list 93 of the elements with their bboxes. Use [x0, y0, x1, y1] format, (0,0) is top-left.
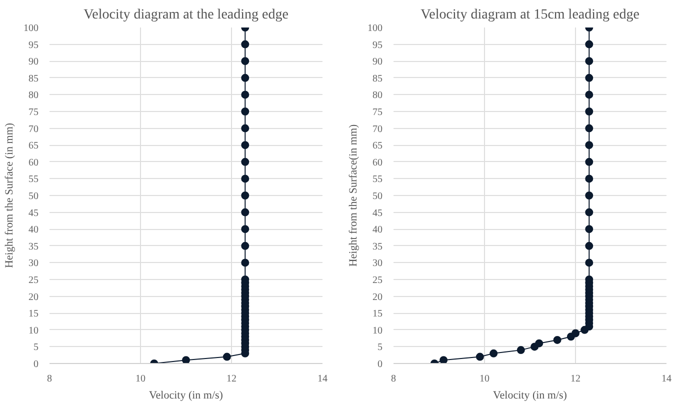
x-tick-label: 14: [662, 374, 672, 384]
y-tick-label: 65: [372, 140, 382, 152]
y-tick-label: 30: [28, 258, 38, 270]
point: [241, 174, 250, 183]
y-tick-label: 100: [368, 23, 382, 34]
y-tick-label: 40: [372, 224, 382, 236]
x-axis-title: Velocity (in m/s): [493, 390, 568, 402]
point: [241, 40, 250, 48]
y-tick-label: 80: [28, 90, 38, 102]
x-tick-label: 12: [570, 374, 580, 384]
y-tick-label: 100: [24, 23, 38, 34]
point: [585, 57, 594, 66]
point: [241, 158, 250, 166]
point: [182, 356, 190, 364]
point: [440, 356, 448, 364]
point: [241, 90, 250, 99]
y-tick-label: 45: [372, 208, 382, 219]
y-axis-title: Height from the Surface (in mm): [4, 122, 16, 268]
y-tick-label: 0: [378, 359, 382, 370]
y-tick-label: 55: [372, 174, 382, 186]
y-axis-title: Height from the Surface(in mm): [348, 124, 360, 267]
point: [585, 108, 594, 116]
y-tick-label: 95: [28, 40, 38, 51]
y-tick-label: 15: [28, 308, 38, 320]
point: [553, 336, 562, 344]
point: [585, 174, 594, 183]
point: [241, 225, 250, 234]
point: [585, 124, 594, 132]
point: [585, 90, 594, 99]
y-tick-label: 50: [372, 191, 382, 202]
point: [222, 352, 231, 361]
point: [241, 208, 250, 216]
point: [585, 74, 594, 82]
chart-title: Velocity diagram at the leading edge: [84, 8, 288, 22]
point: [241, 57, 250, 66]
y-tick-label: 25: [28, 275, 38, 286]
chart-title: Velocity diagram at 15cm leading edge: [420, 8, 640, 22]
point: [476, 352, 484, 361]
point: [585, 158, 594, 166]
y-tick-label: 40: [28, 224, 38, 236]
y-tick-label: 5: [378, 342, 382, 354]
x-tick-label: 8: [391, 374, 396, 384]
y-tick-label: 70: [372, 124, 382, 135]
y-tick-label: 35: [28, 241, 38, 252]
point: [241, 74, 250, 82]
y-tick-label: 75: [28, 107, 38, 118]
y-tick-label: 80: [372, 90, 382, 102]
x-axis-title: Velocity (in m/s): [149, 390, 224, 402]
point: [241, 141, 250, 150]
y-tick-label: 0: [34, 359, 38, 370]
point: [516, 346, 525, 354]
x-tick-label: 12: [226, 374, 236, 384]
point: [585, 258, 594, 267]
y-tick-label: 90: [28, 56, 38, 68]
x-tick-label: 10: [136, 374, 146, 384]
x-tick-label: 10: [480, 374, 490, 384]
y-tick-label: 15: [372, 308, 382, 320]
point: [241, 242, 250, 250]
point: [585, 192, 594, 200]
y-tick-label: 35: [372, 241, 382, 252]
y-tick-label: 10: [28, 325, 38, 336]
y-tick-label: 70: [28, 124, 38, 135]
y-tick-label: 65: [28, 140, 38, 152]
point: [241, 258, 250, 267]
point: [585, 208, 594, 216]
y-tick-label: 20: [28, 292, 38, 303]
point: [490, 349, 498, 358]
y-tick-label: 90: [372, 56, 382, 68]
point: [585, 225, 594, 234]
y-tick-label: 55: [28, 174, 38, 186]
point: [535, 339, 544, 348]
y-tick-label: 25: [372, 275, 382, 286]
point: [585, 242, 594, 250]
y-tick-label: 45: [28, 208, 38, 219]
y-tick-label: 5: [34, 342, 38, 354]
y-tick-label: 95: [372, 40, 382, 51]
point: [585, 40, 594, 48]
y-tick-label: 85: [28, 73, 38, 84]
y-tick-label: 60: [28, 157, 38, 168]
y-tick-label: 85: [372, 73, 382, 84]
point: [241, 192, 250, 200]
point: [241, 108, 250, 116]
point: [241, 124, 250, 132]
point: [585, 141, 594, 150]
y-tick-label: 50: [28, 191, 38, 202]
y-tick-label: 60: [372, 157, 382, 168]
point: [572, 329, 580, 338]
x-tick-label: 14: [318, 374, 328, 384]
y-tick-label: 20: [372, 292, 382, 303]
y-tick-label: 75: [372, 107, 382, 118]
y-tick-label: 30: [372, 258, 382, 270]
y-tick-label: 10: [372, 325, 382, 336]
x-tick-label: 8: [47, 374, 52, 384]
